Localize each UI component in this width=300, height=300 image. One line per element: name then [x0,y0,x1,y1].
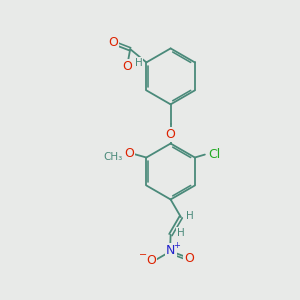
Text: Cl: Cl [208,148,220,161]
Text: +: + [173,242,180,250]
Text: O: O [123,60,133,73]
Text: O: O [146,254,156,267]
Text: O: O [108,36,118,49]
Text: H: H [187,211,194,221]
Text: CH₃: CH₃ [103,152,122,162]
Text: H: H [177,228,185,238]
Text: O: O [184,252,194,265]
Text: −: − [140,250,148,260]
Text: H: H [135,58,142,68]
Text: O: O [124,148,134,160]
Text: N: N [166,244,176,257]
Text: O: O [166,128,176,141]
